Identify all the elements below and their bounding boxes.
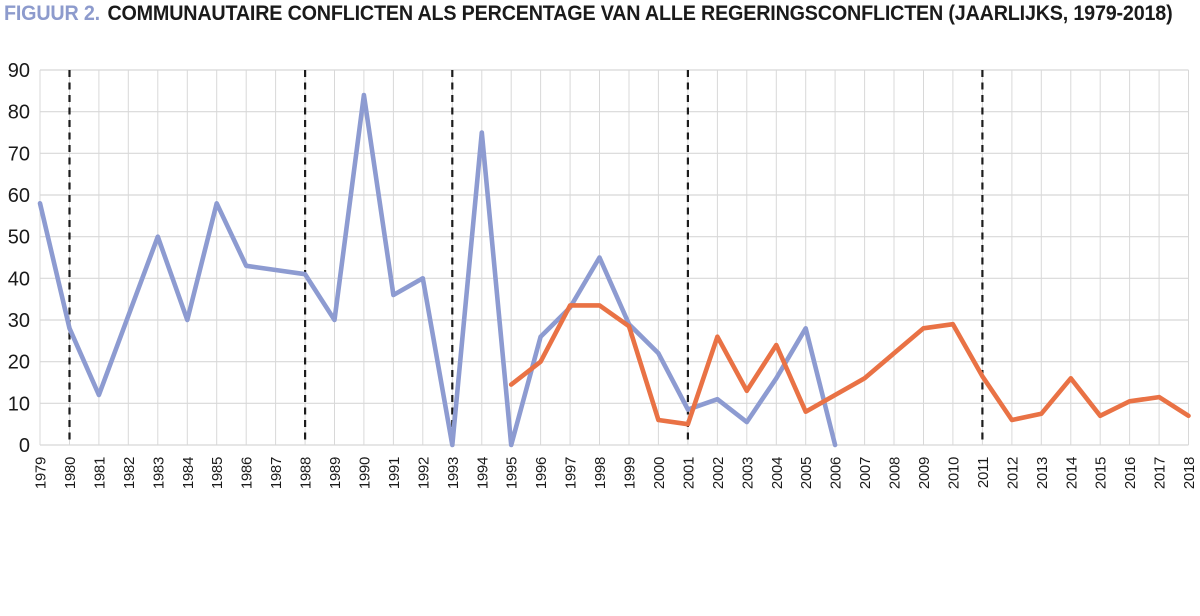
x-tick-label: 1989: [327, 457, 344, 489]
x-tick-label: 2005: [798, 457, 815, 489]
x-tick-label: 2009: [916, 457, 933, 489]
x-tick-label: 2015: [1093, 457, 1110, 489]
y-tick-label: 20: [8, 352, 30, 374]
x-tick-label: 2017: [1152, 457, 1169, 489]
y-tick-label: 30: [8, 310, 30, 332]
x-tick-label: 1984: [180, 457, 197, 489]
y-tick-label: 50: [8, 227, 30, 249]
x-tick-label: 1980: [62, 457, 79, 489]
x-tick-label: 2016: [1122, 457, 1139, 489]
x-tick-label: 1996: [533, 457, 550, 489]
x-tick-label: 1983: [150, 457, 167, 489]
x-tick-label: 1982: [121, 457, 138, 489]
x-tick-label: 1988: [298, 457, 315, 489]
y-tick-label: 90: [8, 60, 30, 82]
series-line-dataset2: [508, 303, 1191, 427]
x-tick-label: 1997: [563, 457, 580, 489]
x-tick-label: 2003: [739, 457, 756, 489]
x-tick-label: 1992: [415, 457, 432, 489]
x-tick-label: 1993: [445, 457, 462, 489]
y-tick-label: 0: [19, 435, 30, 457]
x-tick-label: 1998: [592, 457, 609, 489]
x-tick-label: 1981: [91, 457, 108, 489]
x-tick-label: 2013: [1034, 457, 1051, 489]
y-tick-label: 40: [8, 268, 30, 290]
x-tick-label: 1999: [622, 457, 639, 489]
figure-title-prefix: FIGUUR 2.: [4, 2, 100, 25]
x-tick-label: 2008: [887, 457, 904, 489]
x-tick-label: 1987: [268, 457, 285, 489]
x-tick-label: 2011: [975, 457, 992, 488]
y-tick-label: 80: [8, 102, 30, 124]
x-tick-label: 1990: [356, 457, 373, 489]
x-tick-label: 2018: [1181, 457, 1198, 489]
series-line-dataset1: [37, 92, 838, 448]
y-tick-label: 70: [8, 143, 30, 165]
y-tick-label: 10: [8, 393, 30, 415]
x-tick-label: 1986: [239, 457, 256, 489]
x-tick-label: 1985: [209, 457, 226, 489]
x-tick-label: 2006: [828, 457, 845, 489]
x-tick-label: 2004: [769, 457, 786, 489]
x-tick-label: 2012: [1004, 457, 1021, 489]
chart-legend: Dataset 1 (jaarboekdata) Dataset 2 (nieu…: [0, 535, 1200, 616]
chart-canvas: 0 10 20 30 40 50 60 70 80 90 1979 1980 1981 1982 1983 1…: [8, 60, 1198, 489]
x-tick-label: 2007: [857, 457, 874, 489]
x-tick-label: 2014: [1063, 457, 1080, 489]
figure-title-text: COMMUNAUTAIRE CONFLICTEN ALS PERCENTAGE …: [107, 2, 1173, 25]
figure-title: FIGUUR 2. COMMUNAUTAIRE CONFLICTEN ALS PE…: [4, 2, 1173, 26]
x-tick-label: 1979: [33, 457, 50, 489]
x-tick-label: 2000: [651, 457, 668, 489]
x-tick-label: 1994: [474, 457, 491, 489]
y-tick-label: 60: [8, 185, 30, 207]
x-tick-label: 1995: [504, 457, 521, 489]
x-tick-label: 2002: [710, 457, 727, 489]
x-tick-label: 1991: [386, 457, 403, 489]
x-tick-label: 2010: [945, 457, 962, 489]
x-tick-label: 2001: [680, 457, 697, 489]
